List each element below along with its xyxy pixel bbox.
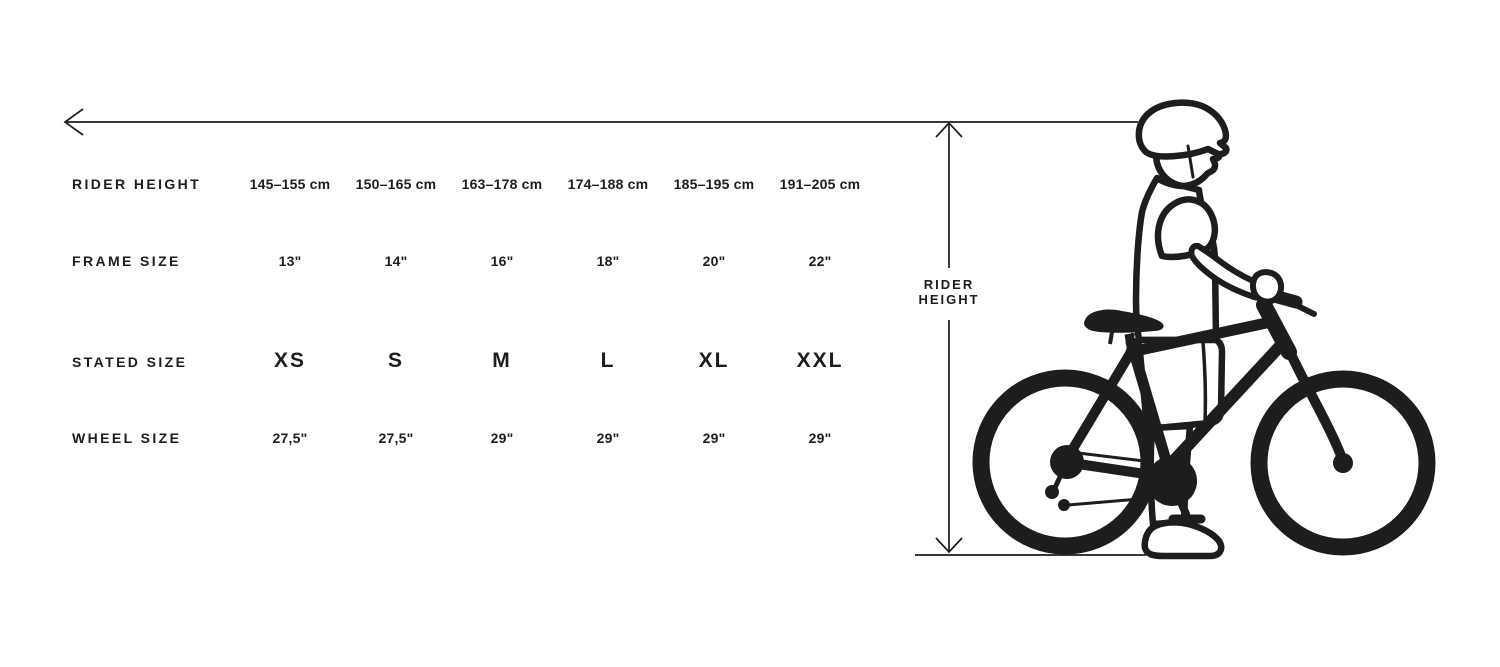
left-arrowhead-icon xyxy=(63,108,84,136)
seat-post xyxy=(1124,333,1135,353)
cell: 29" xyxy=(596,430,620,446)
cell: 13" xyxy=(278,253,302,269)
cell: 29" xyxy=(702,430,726,446)
table-row-rider-height: RIDER HEIGHT 145–155 cm 150–165 cm 163–1… xyxy=(72,174,873,195)
rider-arm-group xyxy=(1188,242,1285,305)
cell: 145–155 cm xyxy=(249,176,331,192)
up-arrowhead-icon xyxy=(935,121,963,138)
table-row-frame-size: FRAME SIZE 13" 14" 16" 18" 20" 22" xyxy=(72,251,873,272)
down-tube xyxy=(1161,339,1287,474)
row-label: FRAME SIZE xyxy=(72,253,181,269)
cell: 16" xyxy=(490,253,514,269)
brake-lever xyxy=(1293,302,1317,317)
cell: 150–165 cm xyxy=(355,176,437,192)
derailleur-pulley xyxy=(1058,499,1070,511)
seat-stay xyxy=(1060,347,1136,467)
measurement-lines xyxy=(63,108,1146,556)
rider-height-label-line1: RIDER xyxy=(923,277,975,292)
cell: 20" xyxy=(702,253,726,269)
rider-helmet xyxy=(1135,99,1230,160)
cell: 191–205 cm xyxy=(779,176,861,192)
cell: 29" xyxy=(808,430,832,446)
cell: 18" xyxy=(596,253,620,269)
helmet-strap xyxy=(1186,144,1195,179)
cell: M xyxy=(492,349,512,372)
derailleur-pulley xyxy=(1045,485,1059,499)
cell: 27,5" xyxy=(272,430,308,446)
fork xyxy=(1284,345,1348,466)
cell: 22" xyxy=(808,253,832,269)
cell: XL xyxy=(698,349,730,372)
rider-hand xyxy=(1249,269,1285,305)
row-label: RIDER HEIGHT xyxy=(72,176,202,192)
top-tube xyxy=(1125,316,1277,358)
cell: L xyxy=(600,349,616,372)
crank-arm xyxy=(1168,477,1190,518)
bike-front xyxy=(1060,284,1436,556)
cell: 14" xyxy=(384,253,408,269)
cell: 27,5" xyxy=(378,430,414,446)
cell: 163–178 cm xyxy=(461,176,543,192)
rider-height-label-line2: HEIGHT xyxy=(918,292,980,307)
table-row-stated-size: STATED SIZE XS S M L XL XXL xyxy=(72,346,873,376)
cell: 174–188 cm xyxy=(567,176,649,192)
shorts-seam xyxy=(1201,340,1208,424)
rider-height-measure-label: RIDER HEIGHT xyxy=(899,277,999,307)
seat-tube xyxy=(1125,336,1176,480)
saddle xyxy=(1084,309,1164,333)
cell: XXL xyxy=(796,349,844,372)
down-arrowhead-icon xyxy=(935,537,963,554)
cell: 29" xyxy=(490,430,514,446)
front-wheel xyxy=(1250,370,1436,556)
rider-shoe xyxy=(1141,519,1225,560)
cell: S xyxy=(387,349,404,372)
table-row-wheel-size: WHEEL SIZE 27,5" 27,5" 29" 29" 29" 29" xyxy=(72,428,873,449)
chain xyxy=(1067,450,1153,507)
row-label: WHEEL SIZE xyxy=(72,430,182,446)
cell: 185–195 cm xyxy=(673,176,755,192)
row-label: STATED SIZE xyxy=(72,354,188,370)
head-tube xyxy=(1256,297,1297,360)
cell: XS xyxy=(273,349,306,372)
